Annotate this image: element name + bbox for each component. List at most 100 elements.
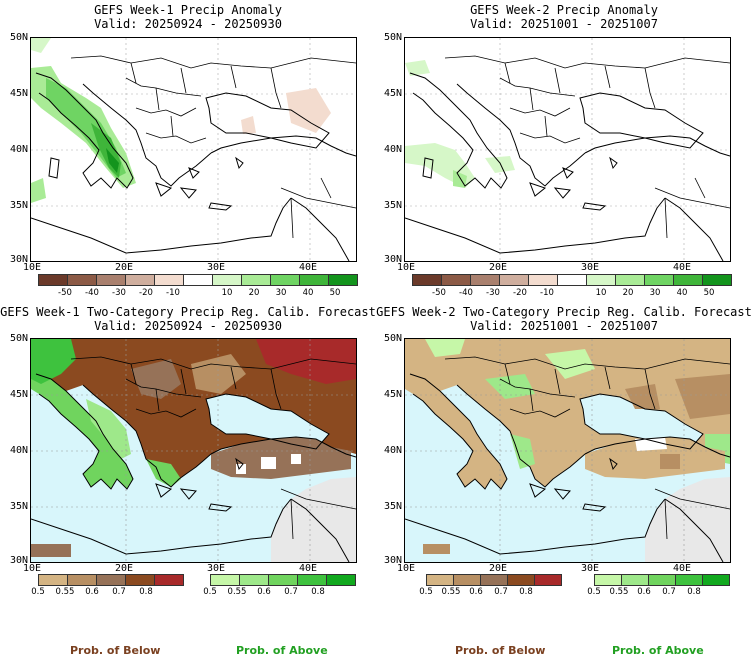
colorbar-label: 0.8 — [687, 587, 701, 597]
colorbar-label: 50 — [329, 288, 341, 298]
colorbar-label: -40 — [459, 288, 473, 298]
colorbar-label: 0.7 — [112, 587, 126, 597]
lat-label: 35N — [383, 501, 402, 512]
anomaly-colorbar — [412, 274, 732, 286]
panel-valid-dates: Valid: 20251001 - 20251007 — [470, 17, 658, 31]
panel-title: GEFS Week-1 Precip Anomaly — [94, 3, 282, 17]
colorbar-label: 50 — [703, 288, 715, 298]
colorbar-label: -30 — [486, 288, 500, 298]
lat-label: 45N — [9, 389, 28, 400]
colorbar-label: 0.7 — [494, 587, 508, 597]
colorbar-label: 0.55 — [227, 587, 247, 597]
colorbar-label: 0.55 — [609, 587, 629, 597]
panel-valid-dates: Valid: 20250924 - 20250930 — [94, 17, 282, 31]
prob-above-label: Prob. of Above — [236, 644, 328, 657]
probability-map-week1 — [30, 338, 357, 563]
lat-label: 50N — [9, 32, 28, 43]
colorbar-label: -20 — [139, 288, 153, 298]
positive-anomaly-shading — [405, 60, 515, 188]
colorbar-label: -10 — [166, 288, 180, 298]
borders — [70, 55, 356, 239]
colorbar-label: -10 — [540, 288, 554, 298]
lat-label: 50N — [9, 333, 28, 344]
colorbar-label: 0.6 — [85, 587, 99, 597]
lat-label: 40N — [9, 144, 28, 155]
prob-above-label: Prob. of Above — [612, 644, 704, 657]
below-colorbar — [38, 574, 184, 586]
coastlines — [31, 72, 356, 261]
lon-label: 40E — [672, 563, 692, 574]
lat-label: 50N — [383, 32, 402, 43]
lon-label: 10E — [396, 262, 416, 273]
panel-week2-anomaly: GEFS Week-2 Precip Anomaly Valid: 202510… — [376, 0, 752, 300]
colorbar-label: 0.6 — [637, 587, 651, 597]
panel-title: GEFS Week-1 Two-Category Precip Reg. Cal… — [0, 305, 376, 319]
lon-label: 40E — [298, 563, 318, 574]
colorbar-label: 0.6 — [257, 587, 271, 597]
lon-label: 30E — [580, 563, 600, 574]
colorbar-label: 0.7 — [662, 587, 676, 597]
lon-label: 10E — [396, 563, 416, 574]
colorbar-label: -20 — [513, 288, 527, 298]
colorbar-label: 0.8 — [139, 587, 153, 597]
colorbar-label: 30 — [649, 288, 661, 298]
panel-title: GEFS Week-2 Precip Anomaly — [470, 3, 658, 17]
lat-label: 30N — [383, 254, 402, 265]
colorbar-label: 0.55 — [441, 587, 461, 597]
panel-valid-dates: Valid: 20251001 - 20251007 — [470, 319, 658, 333]
lat-label: 35N — [383, 200, 402, 211]
lon-label: 40E — [298, 262, 318, 273]
colorbar-label: 0.5 — [31, 587, 45, 597]
coastlines — [405, 373, 730, 562]
colorbar-label: 0.5 — [587, 587, 601, 597]
colorbar-label: 40 — [302, 288, 314, 298]
borders — [444, 356, 730, 540]
lon-label: 30E — [206, 262, 226, 273]
colorbar-label: 20 — [622, 288, 634, 298]
coastlines — [405, 72, 730, 261]
colorbar-label: 40 — [676, 288, 688, 298]
panel-valid-dates: Valid: 20250924 - 20250930 — [94, 319, 282, 333]
colorbar-label: 0.6 — [469, 587, 483, 597]
lon-label: 20E — [114, 563, 134, 574]
above-colorbar — [594, 574, 730, 586]
prob-below-label: Prob. of Below — [70, 644, 161, 657]
colorbar-label: 0.55 — [55, 587, 75, 597]
lat-label: 45N — [383, 389, 402, 400]
colorbar-label: 10 — [595, 288, 607, 298]
lat-label: 45N — [9, 88, 28, 99]
lat-label: 30N — [383, 555, 402, 566]
colorbar-label: 20 — [248, 288, 260, 298]
colorbar-label: -50 — [58, 288, 72, 298]
negative-anomaly-shading — [241, 88, 331, 134]
lat-label: 40N — [383, 144, 402, 155]
prob-below-label: Prob. of Below — [455, 644, 546, 657]
panel-week1-anomaly: GEFS Week-1 Precip Anomaly Valid: 202509… — [0, 0, 376, 300]
colorbar-label: 0.7 — [284, 587, 298, 597]
panel-week1-probability: GEFS Week-1 Two-Category Precip Reg. Cal… — [0, 300, 376, 610]
lat-label: 40N — [383, 445, 402, 456]
lon-label: 10E — [22, 262, 42, 273]
panel-week2-probability: GEFS Week-2 Two-Category Precip Reg. Cal… — [376, 300, 752, 610]
lat-label: 35N — [9, 200, 28, 211]
borders — [444, 55, 730, 239]
coastlines — [31, 373, 356, 562]
lon-label: 20E — [114, 262, 134, 273]
colorbar-label: -40 — [85, 288, 99, 298]
colorbar-label: -50 — [432, 288, 446, 298]
lon-label: 20E — [488, 262, 508, 273]
positive-anomaly-shading — [31, 38, 136, 203]
lat-label: 50N — [383, 333, 402, 344]
lon-label: 30E — [580, 262, 600, 273]
lat-label: 30N — [9, 555, 28, 566]
colorbar-label: 0.8 — [519, 587, 533, 597]
grid-lines — [405, 38, 730, 261]
probability-map-week2 — [404, 338, 731, 563]
above-colorbar — [210, 574, 356, 586]
colorbar-label: -30 — [112, 288, 126, 298]
lon-label: 20E — [488, 563, 508, 574]
grid-lines — [31, 38, 356, 261]
land-probability-fill — [31, 339, 356, 562]
colorbar-label: 30 — [275, 288, 287, 298]
colorbar-label: 10 — [221, 288, 233, 298]
